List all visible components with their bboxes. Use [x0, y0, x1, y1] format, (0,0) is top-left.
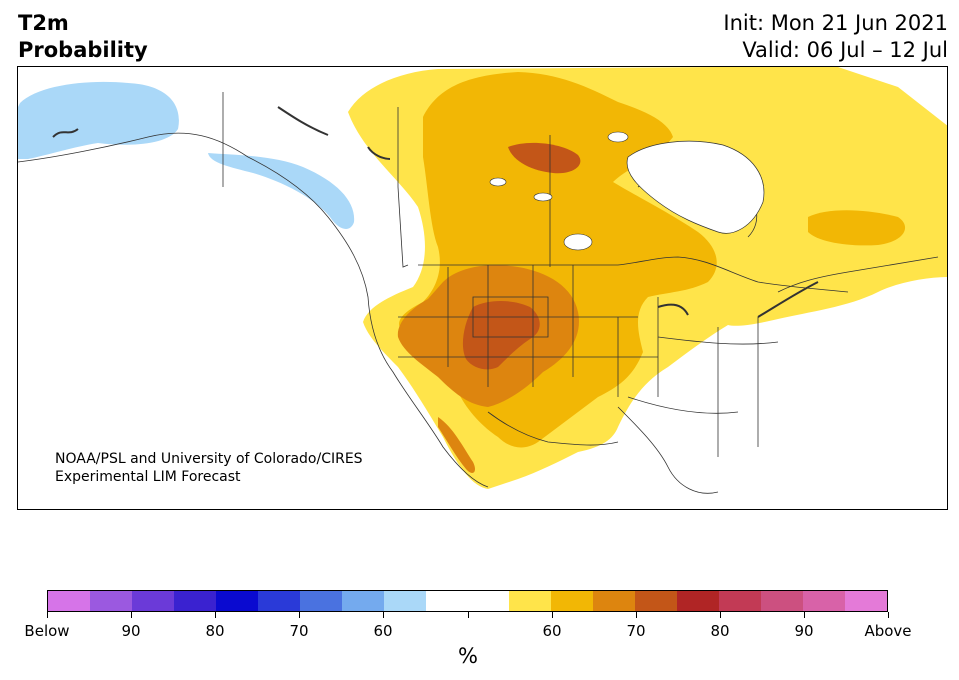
- colorbar-unit: %: [458, 644, 478, 668]
- great-lakes-and-rivers: [52, 106, 819, 318]
- colorbar-tick-label: Above: [864, 622, 912, 640]
- colorbar-tick: [888, 612, 889, 618]
- warm-area-75: [462, 301, 540, 370]
- credit-line-2: Experimental LIM Forecast: [55, 469, 241, 485]
- colorbar-tick-label: 70: [626, 622, 646, 640]
- colorbar-segment: [341, 591, 384, 611]
- colorbar-tick: [299, 612, 300, 618]
- colorbar-segment: [677, 591, 720, 611]
- colorbar-segment: [551, 591, 594, 611]
- credit-text: NOAA/PSL and University of Colorado/CIRE…: [55, 450, 363, 486]
- colorbar-segment: [131, 591, 174, 611]
- colorbar-tick: [383, 612, 384, 618]
- borders: [18, 92, 939, 494]
- valid-range: Valid: 06 Jul – 12 Jul: [742, 38, 948, 62]
- colorbar-segment: [635, 591, 678, 611]
- map-svg: [18, 67, 947, 494]
- colorbar-tick: [804, 612, 805, 618]
- warm-area-75-north: [508, 142, 581, 174]
- colorbar-tick-label: 70: [289, 622, 309, 640]
- cold-area-alaska: [18, 81, 179, 159]
- warm-area-65-east: [808, 210, 906, 246]
- credit-line-1: NOAA/PSL and University of Colorado/CIRE…: [55, 451, 363, 467]
- map-dates: Init: Mon 21 Jun 2021 Valid: 06 Jul – 12…: [723, 10, 948, 64]
- colorbar-segment: [89, 591, 132, 611]
- colorbar-tick: [720, 612, 721, 618]
- colorbar-tick-label: Below: [24, 622, 70, 640]
- hudson-bay: [626, 140, 765, 234]
- colorbar-segment: [383, 591, 426, 611]
- colorbar-segment: [467, 591, 510, 611]
- colorbar-tick-label: 60: [542, 622, 562, 640]
- colorbar-tick-label: 60: [373, 622, 393, 640]
- colorbar-tick: [636, 612, 637, 618]
- colorbar-tick-label: 80: [710, 622, 730, 640]
- colorbar-segment: [719, 591, 762, 611]
- colorbar-segment: [173, 591, 216, 611]
- colorbar-segment: [299, 591, 342, 611]
- colorbar-tick-label: 90: [121, 622, 141, 640]
- colorbar-segment: [257, 591, 300, 611]
- colorbar-segment: [215, 591, 258, 611]
- warm-area-70-baja: [438, 417, 476, 473]
- colorbar-tick: [552, 612, 553, 618]
- colorbar-segment: [845, 591, 888, 611]
- colorbar-segment: [425, 591, 468, 611]
- colorbar-tick-label: 90: [794, 622, 814, 640]
- init-date: Init: Mon 21 Jun 2021: [723, 11, 948, 35]
- lakes: [489, 131, 629, 251]
- colorbar-segment: [48, 591, 90, 611]
- colorbar-tick-label: 80: [205, 622, 225, 640]
- colorbar-tick: [47, 612, 48, 618]
- colorbar-segment: [509, 591, 552, 611]
- colorbar-tick: [215, 612, 216, 618]
- colorbar-segment: [803, 591, 846, 611]
- colorbar: [47, 590, 888, 612]
- map-title: T2m Probability: [18, 10, 148, 64]
- colorbar-tick: [131, 612, 132, 618]
- colorbar-segment: [593, 591, 636, 611]
- colorbar-segment: [761, 591, 804, 611]
- probability-map: [17, 66, 948, 510]
- title-variable: T2m: [18, 11, 69, 35]
- cold-area-yukon: [208, 153, 355, 229]
- title-type: Probability: [18, 38, 148, 62]
- colorbar-tick: [468, 612, 469, 618]
